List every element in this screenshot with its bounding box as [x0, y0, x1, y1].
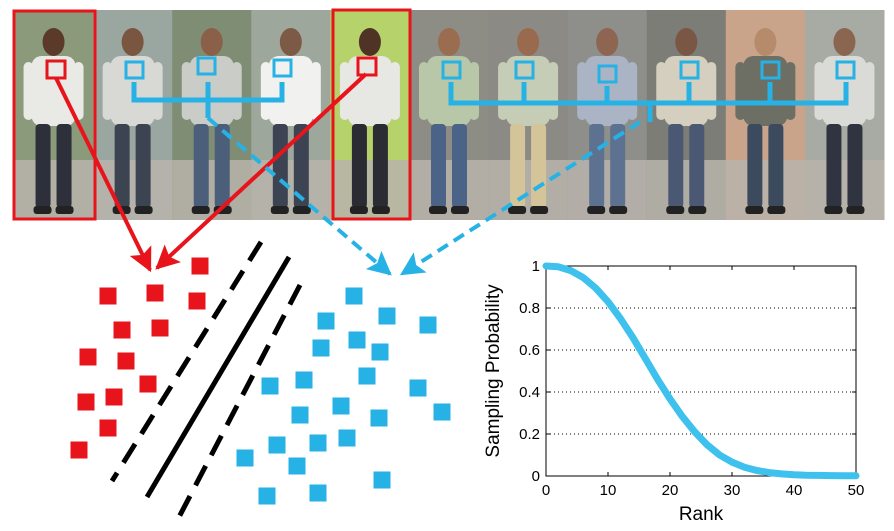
negative-arrow-2 — [399, 120, 642, 276]
chart-xtick-label: 20 — [662, 482, 679, 499]
negative-patch-7 — [679, 60, 700, 80]
pedestrian-frame-8 — [567, 10, 648, 220]
positive-point — [113, 321, 131, 339]
pedestrian-frame-4 — [251, 10, 331, 220]
positive-patch-2 — [356, 56, 378, 77]
positive-point — [99, 419, 117, 437]
chart-ytick-label: 1 — [532, 258, 540, 275]
pedestrian-frame-2 — [93, 10, 173, 220]
pedestrian-frame-10 — [725, 10, 806, 220]
positive-arrow-2 — [155, 72, 368, 270]
negative-patch-1 — [124, 60, 145, 80]
negative-point — [409, 379, 427, 397]
chart-ytick-label: 0.6 — [519, 342, 540, 359]
positive-point — [151, 319, 169, 337]
negative-point — [378, 307, 396, 325]
negative-point — [338, 429, 356, 447]
positive-point — [77, 393, 95, 411]
pedestrian-image-strip — [12, 8, 885, 221]
positive-image-frame-1 — [12, 9, 97, 221]
negative-point — [261, 377, 279, 395]
negative-point — [371, 343, 389, 361]
negative-point — [332, 397, 350, 415]
negative-patch-4 — [441, 60, 462, 80]
positive-point — [70, 441, 88, 459]
sampling-probability-chart: 0 10 20 30 40 50 0 0.2 0.4 0.6 0.8 1 Rank Sampling … — [483, 258, 864, 525]
negative-patch-2 — [196, 56, 217, 76]
negative-point — [268, 436, 286, 454]
negative-point — [291, 406, 309, 424]
chart-plot-area — [545, 265, 857, 477]
chart-ytick-label: 0.4 — [519, 384, 540, 401]
margin-line-left — [109, 240, 264, 483]
positive-point — [105, 388, 123, 406]
positive-point — [188, 292, 206, 310]
negative-patch-markers — [124, 56, 856, 84]
pedestrian-frame-11 — [804, 10, 885, 220]
pedestrian-frame-9 — [646, 10, 727, 220]
negative-point — [358, 367, 376, 385]
decision-boundary — [109, 240, 303, 521]
chart-xtick-label: 10 — [600, 482, 617, 499]
pedestrian-frame-6 — [409, 10, 490, 220]
positive-point — [117, 352, 135, 370]
negative-point — [236, 449, 254, 467]
positive-point — [191, 257, 209, 275]
negative-arrow-1 — [206, 116, 392, 276]
sampling-probability-curve — [542, 262, 860, 480]
negative-point — [373, 471, 391, 489]
negative-point — [317, 312, 335, 330]
negative-point — [288, 457, 306, 475]
negative-point — [295, 371, 313, 389]
pedestrian-frame-5 — [330, 10, 410, 220]
positive-point — [146, 284, 164, 302]
negative-point — [345, 287, 363, 305]
chart-xtick-label: 50 — [848, 482, 865, 499]
negative-group-bracket-left — [131, 82, 285, 118]
negative-point — [309, 434, 327, 452]
negative-patch-3 — [272, 58, 293, 78]
chart-xtick-label: 0 — [542, 482, 550, 499]
negative-patch-6 — [597, 64, 618, 84]
chart-ytick-label: 0.2 — [519, 426, 540, 443]
chart-ylabel: Sampling Probability — [483, 284, 504, 458]
margin-line-right — [175, 283, 303, 521]
chart-ytick-label: 0.8 — [519, 300, 540, 317]
positive-mapping-arrows — [54, 72, 368, 273]
chart-ticks: 0 10 20 30 40 50 0 0.2 0.4 0.6 0.8 1 — [519, 258, 864, 499]
negative-point — [348, 331, 366, 349]
positive-point — [79, 348, 97, 366]
negative-feature-points — [236, 287, 451, 505]
negative-point — [419, 316, 437, 334]
chart-xlabel: Rank — [679, 504, 724, 525]
positive-feature-points — [70, 257, 209, 459]
separating-hyperplane — [144, 255, 292, 499]
pedestrian-frame-1 — [14, 10, 94, 220]
negative-point — [433, 403, 451, 421]
negative-patch-9 — [835, 60, 856, 80]
positive-image-frame-2 — [331, 8, 412, 221]
positive-point — [99, 287, 117, 305]
negative-point — [312, 339, 330, 357]
negative-group-bracket-right — [448, 82, 849, 122]
pedestrian-frame-7 — [488, 10, 569, 220]
negative-patch-8 — [760, 60, 781, 80]
negative-patch-5 — [514, 60, 535, 80]
chart-xtick-label: 30 — [724, 482, 741, 499]
positive-arrow-1 — [54, 77, 152, 273]
negative-point — [309, 484, 327, 502]
chart-ytick-label: 0 — [532, 468, 540, 485]
negative-point — [370, 409, 388, 427]
chart-xtick-label: 40 — [786, 482, 803, 499]
negative-mapping-arrows — [206, 116, 642, 276]
positive-point — [139, 375, 157, 393]
negative-point — [258, 487, 276, 505]
